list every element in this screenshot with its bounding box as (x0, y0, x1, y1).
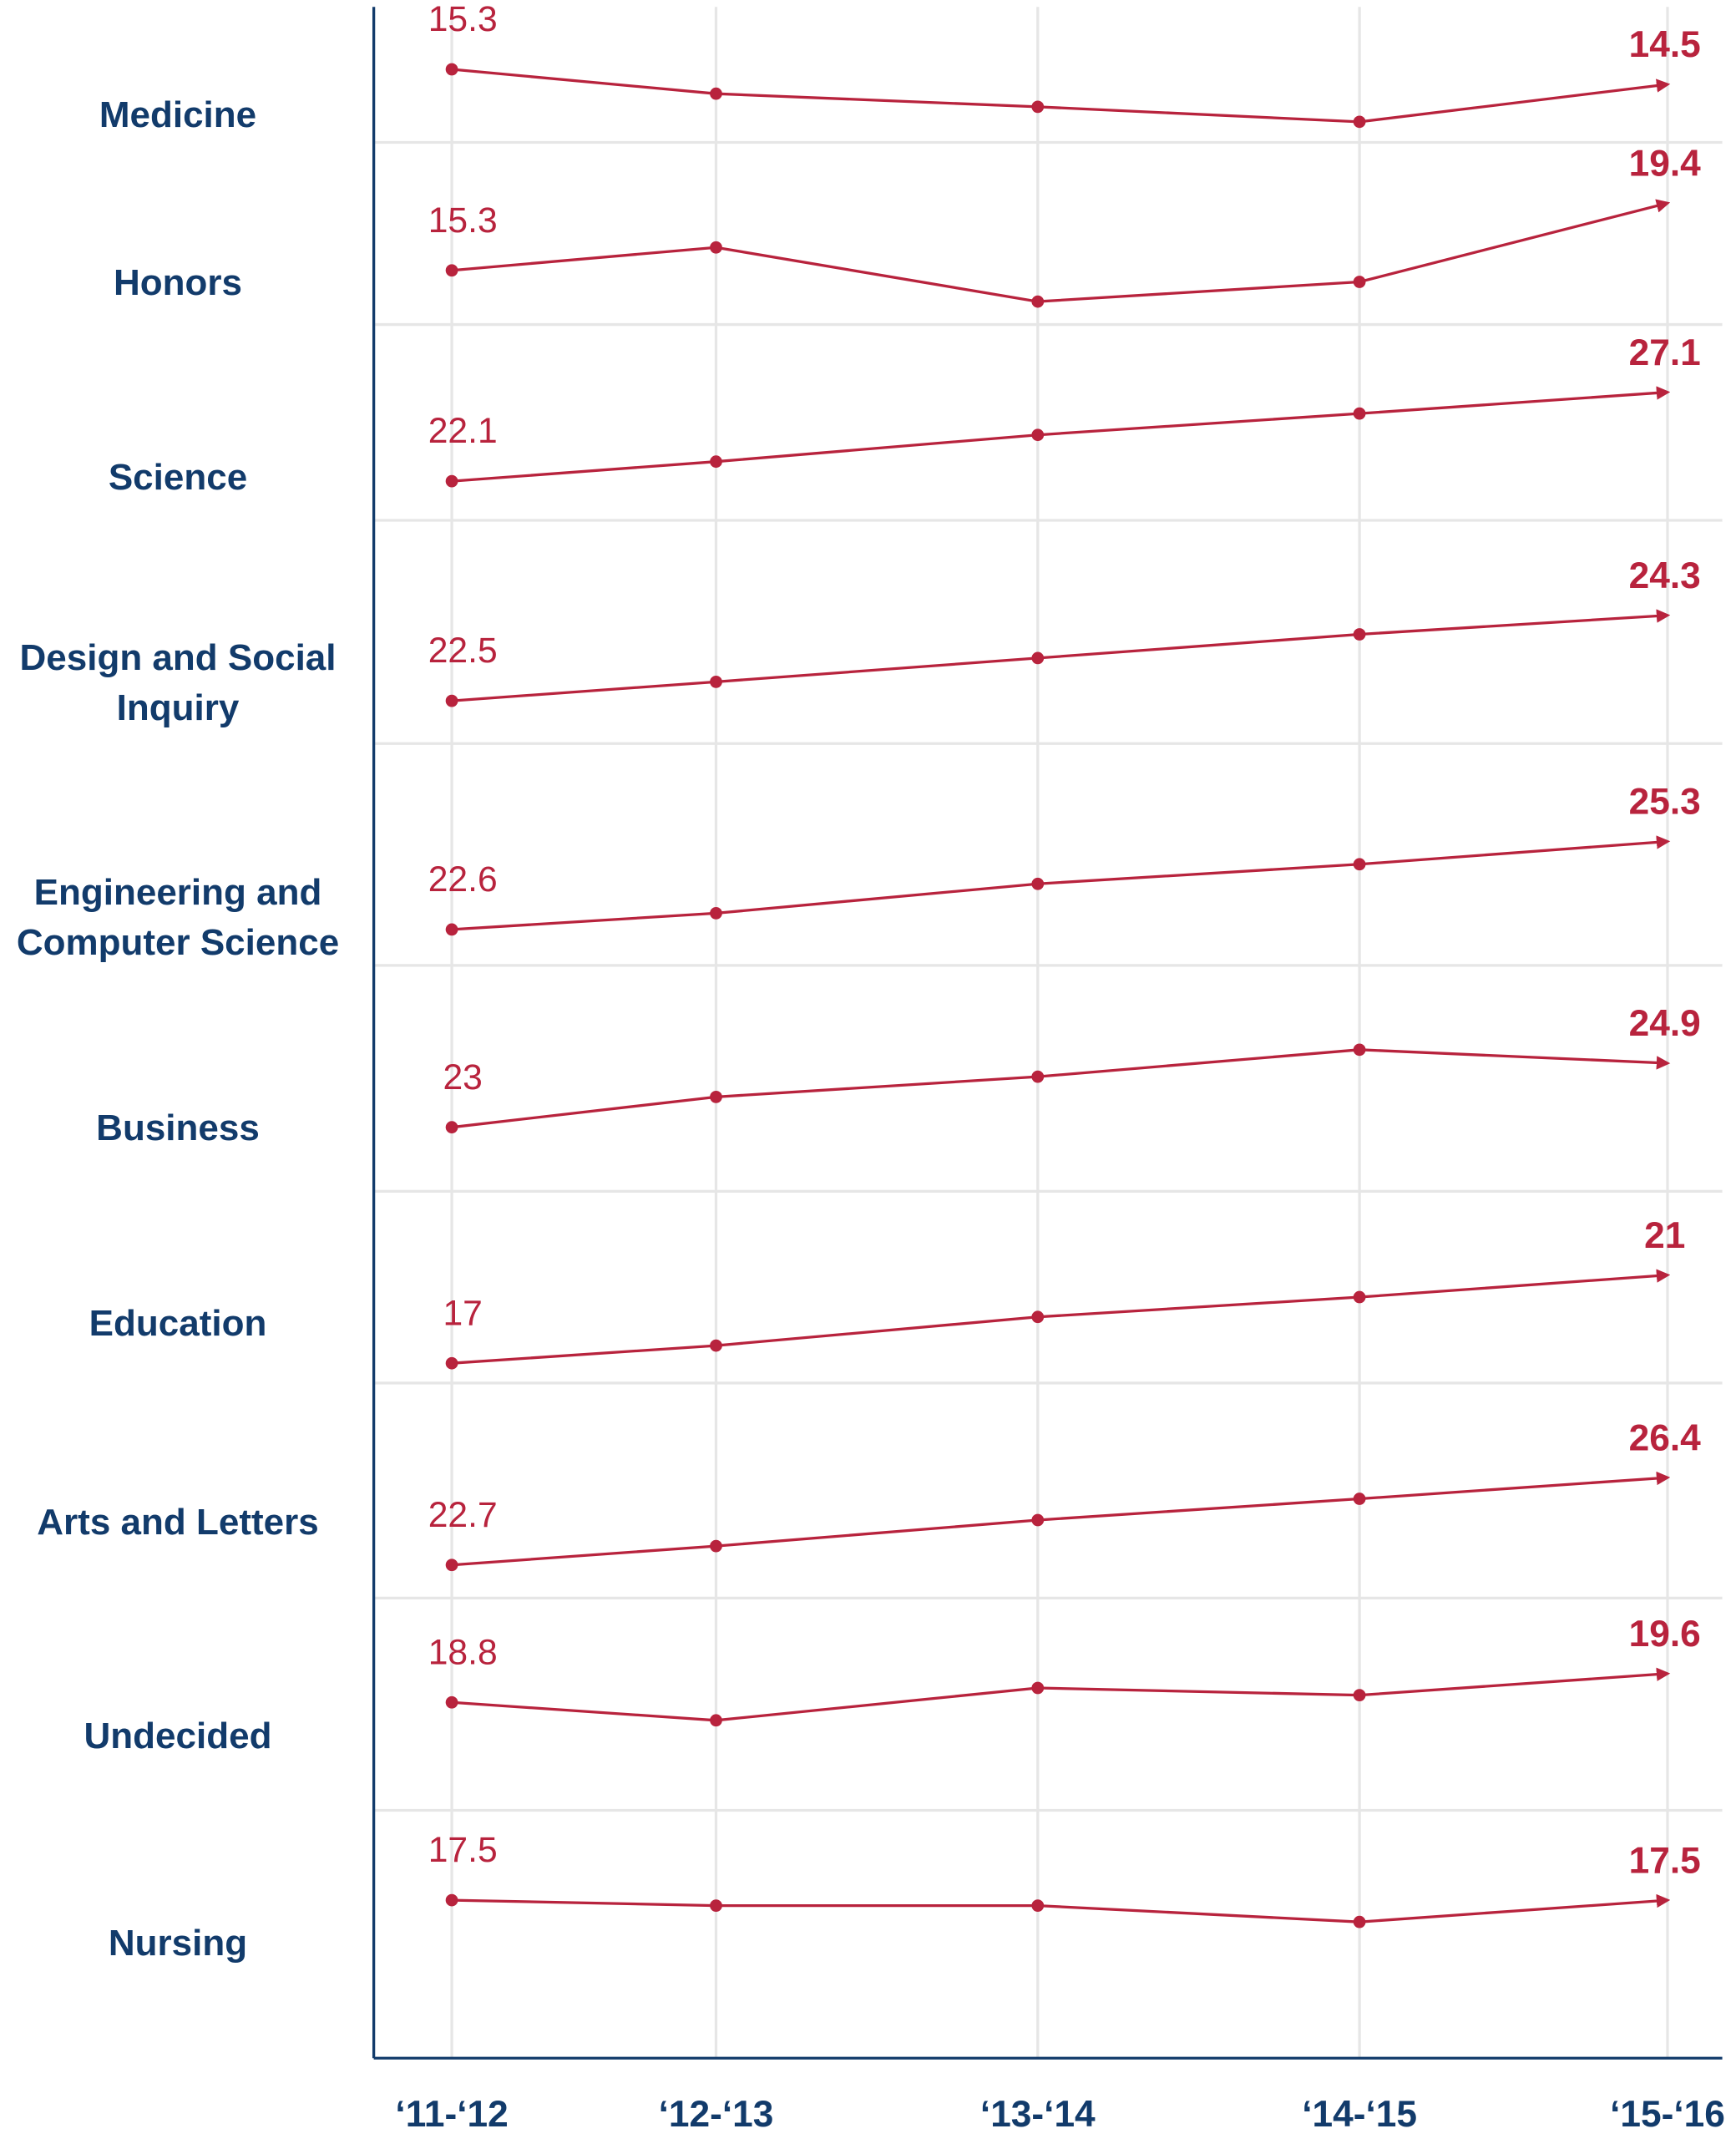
data-point (445, 1121, 458, 1134)
data-point (445, 1893, 458, 1907)
value-label-first: 15.3 (428, 200, 498, 241)
value-label-last: 25.3 (1629, 782, 1701, 823)
series-line (451, 68, 1671, 124)
data-point (1353, 858, 1366, 871)
value-label-first: 18.8 (428, 1632, 498, 1672)
data-point (1353, 276, 1366, 288)
data-point (1031, 877, 1045, 890)
value-label-last: 24.3 (1629, 555, 1701, 596)
data-point (1031, 1070, 1045, 1083)
series-line (451, 1667, 1671, 1722)
row-label: Undecided (84, 1716, 272, 1756)
data-point (1353, 1290, 1366, 1304)
data-point (710, 87, 722, 100)
data-point (445, 694, 458, 707)
value-label-first: 22.7 (428, 1495, 498, 1535)
value-label-last: 24.9 (1629, 1003, 1701, 1044)
data-point (710, 455, 722, 469)
series-line (451, 1269, 1671, 1365)
value-label-first: 23 (443, 1057, 482, 1097)
data-point (710, 1714, 722, 1727)
series-line (452, 1893, 1671, 1923)
data-point (1353, 1689, 1366, 1702)
data-point (710, 241, 722, 254)
data-point (1353, 1915, 1366, 1928)
x-tick-label: ‘12-‘13 (659, 2094, 774, 2135)
row-label: Arts and Letters (37, 1502, 319, 1543)
series-line (451, 199, 1671, 303)
data-point (445, 264, 458, 277)
data-point (1031, 1681, 1045, 1695)
data-point (1031, 1513, 1045, 1527)
data-point (710, 1339, 722, 1352)
data-point (710, 1090, 722, 1103)
value-label-first: 22.5 (428, 631, 498, 671)
data-point (1031, 100, 1045, 114)
row-label: Design and Social Inquiry (19, 637, 337, 729)
value-label-last: 19.4 (1629, 143, 1702, 184)
data-point (1353, 628, 1366, 641)
value-label-last: 14.5 (1629, 24, 1701, 65)
value-label-last: 19.6 (1629, 1614, 1701, 1655)
row-label: Business (96, 1107, 260, 1149)
data-point (710, 1899, 722, 1912)
data-point (1031, 1899, 1045, 1912)
row-label: Nursing (108, 1922, 248, 1964)
value-label-first: 15.3 (428, 0, 498, 39)
row-label: Science (108, 457, 248, 499)
data-point (1031, 1310, 1045, 1324)
series-line (451, 1471, 1671, 1567)
value-label-last: 21 (1644, 1215, 1685, 1256)
row-label: Engineering and Computer Science (16, 871, 340, 963)
series-line (451, 386, 1671, 483)
data-point (1353, 407, 1366, 420)
series-line (451, 609, 1671, 702)
data-point (1031, 651, 1045, 665)
x-tick-label: ‘13-‘14 (980, 2094, 1096, 2135)
data-point (1353, 115, 1366, 129)
data-point (445, 923, 458, 936)
series-line (451, 835, 1671, 931)
data-point (445, 63, 458, 76)
row-label: Honors (114, 262, 242, 304)
value-label-last: 17.5 (1629, 1840, 1701, 1881)
data-point (710, 1539, 722, 1553)
data-point (1353, 1043, 1366, 1057)
value-label-first: 22.6 (428, 859, 498, 900)
value-label-first: 17.5 (428, 1830, 498, 1870)
data-point (1353, 1493, 1366, 1505)
x-tick-label: ‘15-‘16 (1610, 2094, 1725, 2135)
data-point (445, 1695, 458, 1709)
value-label-first: 22.1 (428, 411, 498, 451)
x-tick-label: ‘14-‘15 (1302, 2094, 1417, 2135)
value-label-first: 17 (443, 1293, 482, 1333)
data-point (445, 1356, 458, 1370)
data-point (710, 907, 722, 920)
data-point (445, 474, 458, 488)
data-point (1031, 295, 1045, 308)
x-tick-label: ‘11-‘12 (395, 2094, 508, 2135)
value-label-last: 26.4 (1629, 1417, 1702, 1458)
data-point (1031, 428, 1045, 442)
data-point (445, 1558, 458, 1572)
value-label-last: 27.1 (1629, 332, 1701, 373)
data-point (710, 675, 722, 688)
row-label: Education (89, 1303, 267, 1345)
row-label: Medicine (99, 94, 257, 135)
series-line (451, 1048, 1671, 1129)
